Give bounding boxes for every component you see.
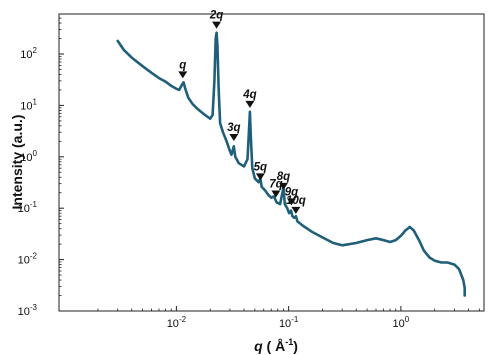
x-axis-label-unit: Å [275,338,285,354]
peak-label: 4q [242,89,256,101]
x-axis-label-sup: -1 [285,337,293,347]
x-tick-label: 10-1 [279,315,299,330]
peak-marker [255,173,265,181]
peak-marker [291,206,301,214]
x-axis-label-var: q [254,338,263,354]
y-axis-label: Intensity (a.u.) [9,115,25,210]
peak-label: 5q [254,161,267,173]
x-axis-ticks: 10-2 10-1 100 [58,306,480,330]
series-line [116,31,466,297]
peak-marker [229,133,239,141]
peak-label: 8q [277,171,290,183]
peak-marker [178,71,188,79]
peak-label: 2q [209,10,223,22]
y-tick-label: 10-3 [18,303,38,318]
peak-label: q [179,59,186,71]
x-tick-label: 100 [393,315,410,330]
peak-marker [279,182,289,190]
y-tick-label: 10-1 [18,200,38,215]
y-tick-label: 100 [20,149,37,164]
peak-marker [271,190,281,198]
peak-label: 7q [269,178,282,190]
peak-label: 9q [285,186,298,198]
peak-marker [212,21,222,29]
x-axis-label: q ( Å-1) [254,337,298,354]
y-tick-label: 10-2 [18,252,38,267]
x-tick-label: 10-2 [167,315,187,330]
y-tick-label: 102 [20,46,37,61]
peak-label: 3q [227,122,240,134]
y-tick-label: 101 [20,97,37,112]
x-axis-label-close: ) [293,338,298,354]
peak-marker [245,100,255,108]
peak-marker [286,198,296,206]
y-axis-ticks: 10-3 10-2 10-1 100 101 102 [18,17,64,318]
plot-frame [58,13,485,312]
x-axis-label-open: ( [263,338,275,354]
peak-label: 10q [286,195,306,207]
